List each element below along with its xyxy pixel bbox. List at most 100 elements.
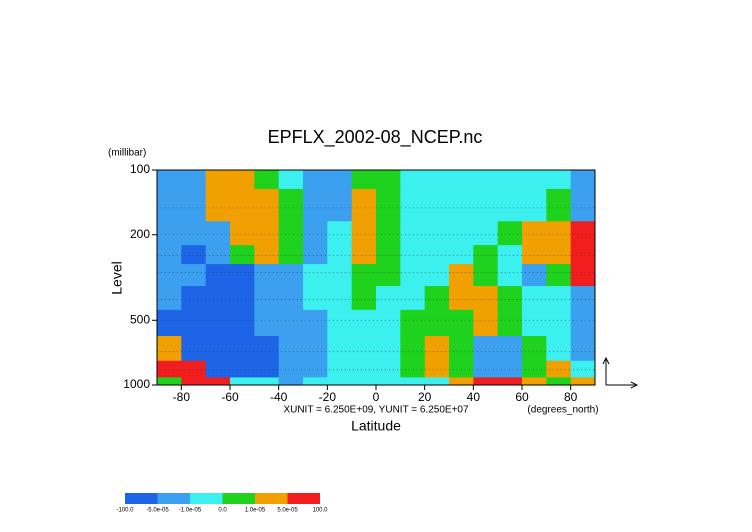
contour-cell: [230, 264, 255, 287]
contour-cell: [546, 286, 572, 311]
reference-arrow-right: [606, 381, 639, 389]
contour-cell: [570, 286, 596, 311]
contour-cell: [497, 170, 523, 190]
contour-cell: [570, 221, 596, 246]
contour-cell: [327, 245, 353, 265]
contour-cell: [327, 264, 353, 287]
contour-cell: [449, 335, 474, 362]
contour-cell: [424, 188, 450, 222]
contour-cell: [522, 264, 547, 287]
contour-cell: [473, 377, 499, 386]
contour-cell: [400, 188, 426, 222]
contour-cell: [254, 309, 280, 337]
colorbar-swatch: [222, 493, 255, 504]
contour-cell: [497, 309, 523, 337]
contour-cell: [400, 335, 426, 362]
contour-cell: [254, 360, 280, 378]
contour-cell: [303, 377, 328, 386]
contour-cell: [546, 360, 572, 378]
colorbar-swatch: [125, 493, 158, 504]
contour-cell: [351, 309, 377, 337]
contour-cell: [205, 264, 231, 287]
contour-cell: [205, 188, 231, 222]
contour-cell: [205, 221, 231, 246]
colorbar-label: -5.0e-05: [146, 508, 169, 514]
x-tick-label: -60: [221, 390, 239, 404]
contour-cell: [473, 360, 499, 378]
contour-cell: [303, 170, 328, 190]
contour-cell: [400, 309, 426, 337]
contour-cell: [254, 286, 280, 311]
contour-cell: [570, 309, 596, 337]
contour-cell: [449, 264, 474, 287]
contour-cell: [400, 170, 426, 190]
contour-cell: [497, 264, 523, 287]
contour-cell: [376, 170, 401, 190]
contour-cell: [546, 335, 572, 362]
contour-cell: [376, 377, 401, 386]
contour-cell: [230, 188, 255, 222]
contour-cell: [473, 309, 499, 337]
contour-cell: [278, 170, 304, 190]
contour-cell: [351, 360, 377, 378]
contour-cell: [376, 221, 401, 246]
contour-cell: [449, 309, 474, 337]
contour-cell: [205, 286, 231, 311]
contour-cell: [303, 309, 328, 337]
contour-cell: [497, 377, 523, 386]
x-tick-label: -80: [173, 390, 191, 404]
contour-cell: [522, 245, 547, 265]
contour-cell: [351, 221, 377, 246]
contour-field: [157, 169, 596, 386]
x-tick-label: -40: [270, 390, 288, 404]
contour-cell: [497, 221, 523, 246]
contour-cell: [449, 286, 474, 311]
contour-cell: [546, 245, 572, 265]
contour-cell: [230, 377, 255, 386]
contour-cell: [424, 170, 450, 190]
contour-cell: [376, 188, 401, 222]
contour-cell: [254, 170, 280, 190]
contour-cell: [327, 377, 353, 386]
colorbar-label: 0.0: [218, 508, 227, 514]
contour-cell: [546, 377, 572, 386]
colorbar-label: 100.0: [312, 508, 328, 514]
contour-cell: [205, 360, 231, 378]
contour-cell: [376, 264, 401, 287]
contour-cell: [400, 286, 426, 311]
contour-cell: [230, 170, 255, 190]
contour-cell: [254, 188, 280, 222]
contour-cell: [278, 335, 304, 362]
colorbar-label: 5.0e-05: [277, 508, 298, 514]
colorbar-label: -1.0e-05: [179, 508, 202, 514]
contour-cell: [497, 360, 523, 378]
contour-cell: [570, 335, 596, 362]
contour-cell: [303, 360, 328, 378]
colorbar-label: 1.0e-05: [245, 508, 266, 514]
contour-cell: [351, 188, 377, 222]
y-unit-label: (millibar): [108, 148, 146, 159]
colorbar-swatch: [190, 493, 223, 504]
colorbar-label: -100.0: [116, 508, 134, 514]
contour-cell: [449, 188, 474, 222]
contour-cell: [546, 221, 572, 246]
contour-cell: [400, 245, 426, 265]
contour-cell: [157, 245, 182, 265]
contour-cell: [473, 245, 499, 265]
x-tick-label: -20: [319, 390, 337, 404]
contour-cell: [327, 335, 353, 362]
contour-cell: [376, 360, 401, 378]
y-axis-label: Level: [109, 261, 125, 294]
contour-cell: [254, 245, 280, 265]
annotation: XUNIT = 6.250E+09, YUNIT = 6.250E+07: [283, 405, 469, 416]
contour-cell: [254, 264, 280, 287]
contour-cell: [424, 377, 450, 386]
y-tick-label: 1000: [123, 377, 150, 391]
contour-cell: [181, 245, 207, 265]
contour-cell: [205, 170, 231, 190]
contour-cell: [181, 360, 207, 378]
chart-title: EPFLX_2002-08_NCEP.nc: [268, 127, 483, 148]
contour-cell: [424, 360, 450, 378]
contour-cell: [546, 264, 572, 287]
